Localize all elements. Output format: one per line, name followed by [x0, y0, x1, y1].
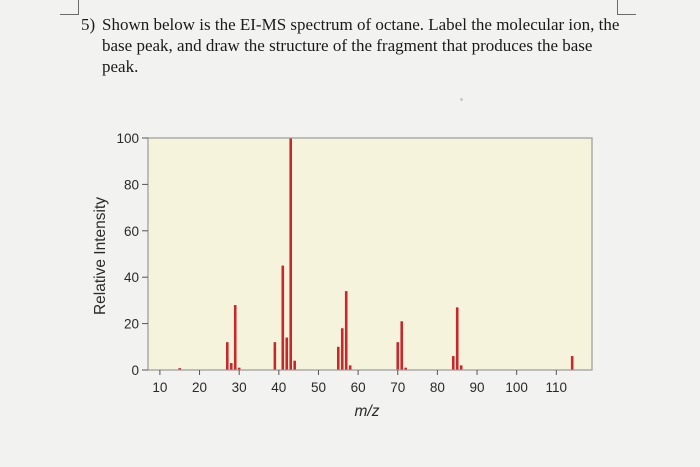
x-tick-label: 20 [192, 380, 207, 395]
question-block: 5) Shown below is the EI-MS spectrum of … [81, 14, 621, 77]
plot-frame [147, 137, 593, 371]
peak-bar [348, 365, 352, 370]
question-text: Shown below is the EI-MS spectrum of oct… [102, 15, 620, 76]
peak-bar [404, 367, 407, 370]
peak-bar [233, 305, 237, 370]
peak-bar [225, 342, 229, 370]
corner-mark-right [617, 0, 636, 15]
peak-bar [281, 265, 285, 370]
peak-bar [293, 360, 296, 370]
x-tick-label: 90 [470, 380, 485, 395]
plot-area [148, 138, 592, 370]
y-tick-label: 40 [124, 270, 139, 285]
peak-bar [178, 368, 182, 370]
y-tick-label: 80 [124, 177, 139, 192]
stray-dot [460, 98, 463, 101]
peaks-layer [178, 138, 574, 370]
peak-bar [273, 342, 277, 370]
x-tick-label: 10 [152, 380, 167, 395]
peak-bar [237, 367, 241, 370]
y-axis-label: Relative Intensity [92, 197, 109, 315]
x-tick-label: 30 [232, 380, 247, 395]
peak-bar [396, 342, 400, 370]
x-tick-label: 110 [546, 380, 568, 395]
ticks-layer: 10 20 30 40 50 60 70 80 90 100 110 0 20 40 60 80 100 [116, 131, 567, 395]
peak-bar [570, 356, 574, 370]
y-tick-label: 20 [124, 317, 139, 332]
peak-bar [459, 365, 463, 370]
peak-bar [400, 321, 404, 370]
x-tick-label: 60 [351, 380, 366, 395]
peak-bar [285, 337, 289, 370]
peak-bar [336, 346, 340, 370]
x-tick-label: 40 [271, 380, 286, 395]
x-tick-label: 70 [390, 380, 405, 395]
corner-mark-left [60, 0, 79, 15]
peak-bar [451, 356, 455, 370]
peak-bar [344, 291, 348, 370]
peak-bar [455, 307, 459, 370]
x-axis-label: m/z [355, 403, 380, 420]
x-tick-label: 100 [505, 380, 528, 395]
question-number: 5) [81, 15, 96, 34]
x-tick-label: 80 [430, 380, 445, 395]
x-tick-label: 50 [311, 380, 326, 395]
peak-bar [229, 363, 233, 370]
y-tick-label: 0 [131, 363, 139, 378]
peak-bar [340, 328, 344, 370]
peak-bar [289, 138, 293, 370]
y-tick-label: 100 [116, 131, 139, 146]
y-tick-label: 60 [124, 224, 139, 239]
